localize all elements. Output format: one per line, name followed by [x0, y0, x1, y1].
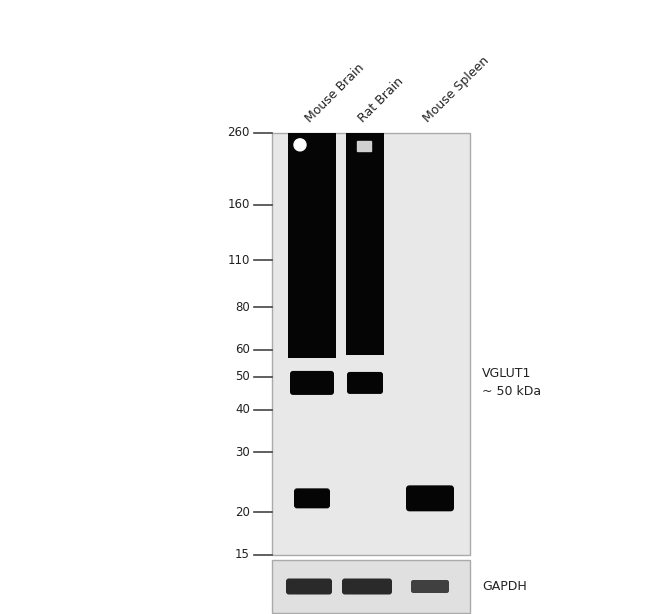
Text: GAPDH: GAPDH — [482, 580, 526, 593]
Text: Mouse Brain: Mouse Brain — [303, 61, 367, 125]
Text: VGLUT1
~ 50 kDa: VGLUT1 ~ 50 kDa — [482, 367, 541, 398]
Bar — [272, 560, 470, 613]
Text: 30: 30 — [235, 446, 250, 459]
Bar — [346, 133, 384, 355]
Text: 40: 40 — [235, 403, 250, 416]
Text: 80: 80 — [235, 301, 250, 314]
Text: Mouse Spleen: Mouse Spleen — [421, 54, 491, 125]
FancyBboxPatch shape — [286, 578, 332, 594]
Text: 110: 110 — [227, 254, 250, 266]
Text: 160: 160 — [227, 198, 250, 211]
FancyBboxPatch shape — [411, 580, 449, 593]
FancyBboxPatch shape — [290, 371, 334, 395]
Text: Rat Brain: Rat Brain — [356, 75, 406, 125]
FancyBboxPatch shape — [406, 485, 454, 511]
Text: 15: 15 — [235, 548, 250, 561]
FancyBboxPatch shape — [294, 488, 330, 508]
Text: 50: 50 — [235, 370, 250, 383]
FancyBboxPatch shape — [347, 372, 383, 394]
Text: 60: 60 — [235, 343, 250, 356]
FancyBboxPatch shape — [342, 578, 392, 594]
Bar — [288, 133, 336, 357]
Circle shape — [294, 139, 306, 151]
Bar — [272, 133, 470, 555]
Text: 260: 260 — [227, 126, 250, 139]
Text: 20: 20 — [235, 506, 250, 519]
Bar — [357, 141, 371, 151]
